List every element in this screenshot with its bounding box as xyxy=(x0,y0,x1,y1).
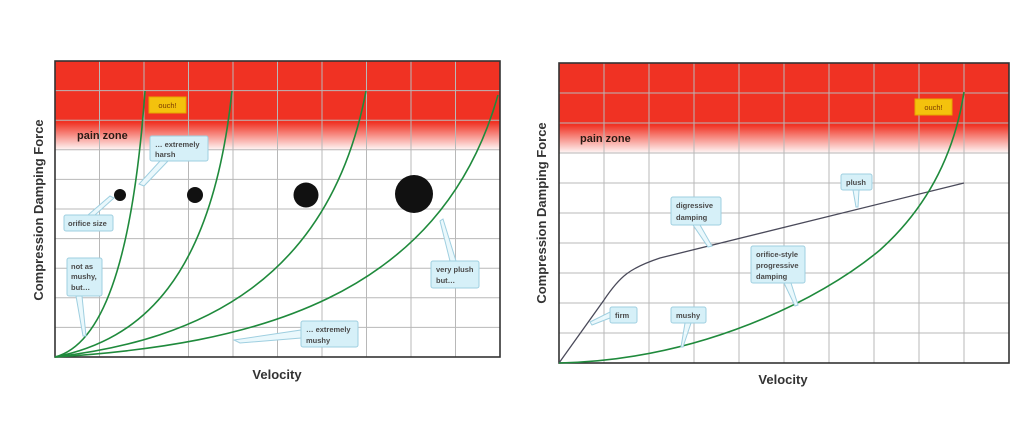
callout-firm: firm xyxy=(589,306,638,326)
right-y-axis-label: Compression Damping Force xyxy=(534,122,549,303)
left-pain-zone-label: pain zone xyxy=(77,130,128,142)
orifice-dot-xl xyxy=(395,175,433,213)
svg-text:plush: plush xyxy=(846,178,866,187)
svg-text:very plush: very plush xyxy=(436,265,474,274)
right-ouch-badge: ouch! xyxy=(914,98,953,116)
orifice-dot-medium xyxy=(187,187,203,203)
svg-text:but…: but… xyxy=(71,283,90,292)
svg-text:damping: damping xyxy=(756,272,788,281)
right-x-axis-label: Velocity xyxy=(758,372,808,387)
svg-text:… extremely: … extremely xyxy=(306,325,351,334)
left-curve-large-orifice xyxy=(54,90,367,358)
right-pain-zone-label: pain zone xyxy=(580,133,631,145)
left-curve-xl-orifice xyxy=(54,94,499,358)
svg-text:harsh: harsh xyxy=(155,150,176,159)
left-curve-medium-orifice xyxy=(54,90,233,358)
svg-text:but…: but… xyxy=(436,276,455,285)
svg-text:mushy,: mushy, xyxy=(71,272,97,281)
svg-text:damping: damping xyxy=(676,213,708,222)
callout-plush: plush xyxy=(840,173,873,208)
callout-extremely-mushy: … extremely mushy xyxy=(232,320,359,348)
svg-text:mushy: mushy xyxy=(306,336,331,345)
svg-text:mushy: mushy xyxy=(676,311,701,320)
callout-digressive-damping: digressive damping xyxy=(670,196,722,248)
right-ouch-text: ouch! xyxy=(924,103,942,112)
left-grid xyxy=(55,61,500,357)
right-chart: pain zone ouch! plush digressive damping… xyxy=(534,62,1010,387)
callout-extremely-harsh: … extremely harsh xyxy=(138,135,209,187)
left-y-axis-label: Compression Damping Force xyxy=(31,119,46,300)
callout-mushy: mushy xyxy=(670,306,707,348)
svg-text:digressive: digressive xyxy=(676,201,713,210)
orifice-dot-small xyxy=(114,189,126,201)
svg-text:progressive: progressive xyxy=(756,261,799,270)
orifice-dot-large xyxy=(293,182,319,208)
callout-very-plush: very plush but… xyxy=(430,218,480,289)
left-ouch-text: ouch! xyxy=(158,101,176,110)
left-plot-frame xyxy=(54,60,501,358)
left-ouch-badge: ouch! xyxy=(148,96,187,114)
right-plot-frame xyxy=(558,62,1010,364)
svg-text:… extremely: … extremely xyxy=(155,140,200,149)
callout-not-as-mushy: not as mushy, but… xyxy=(66,257,103,337)
callout-orifice-size: orifice size xyxy=(63,195,115,232)
callout-orifice-style: orifice-style progressive damping xyxy=(750,245,806,307)
svg-text:not as: not as xyxy=(71,262,93,271)
right-curve-digressive xyxy=(558,182,965,364)
right-curve-orifice-progressive xyxy=(558,91,965,364)
svg-text:orifice size: orifice size xyxy=(68,219,107,228)
svg-text:orifice-style: orifice-style xyxy=(756,250,798,259)
left-curve-small-orifice xyxy=(54,90,146,358)
left-x-axis-label: Velocity xyxy=(252,367,302,382)
svg-text:firm: firm xyxy=(615,311,630,320)
left-chart: pain zone ouch! … extremely harsh orific… xyxy=(31,60,501,382)
